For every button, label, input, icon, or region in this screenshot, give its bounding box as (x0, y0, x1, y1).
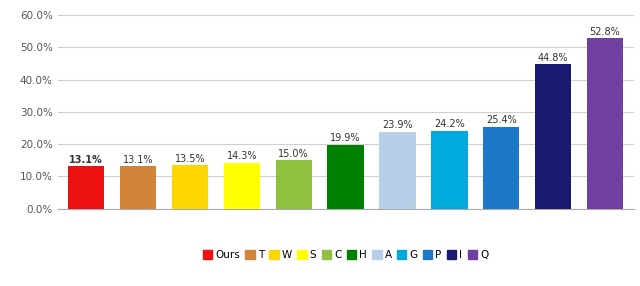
Bar (483, 127, 520, 209)
Bar (276, 160, 312, 209)
Text: 14.3%: 14.3% (227, 151, 257, 161)
Text: 52.8%: 52.8% (589, 27, 620, 37)
Bar (172, 165, 208, 209)
Text: 25.4%: 25.4% (486, 115, 516, 125)
Text: 13.5%: 13.5% (175, 154, 205, 164)
Text: 15.0%: 15.0% (278, 149, 309, 159)
Legend: Ours, T, W, S, C, H, A, G, P, I, Q: Ours, T, W, S, C, H, A, G, P, I, Q (203, 250, 488, 260)
Text: 13.1%: 13.1% (69, 155, 103, 165)
Bar (380, 132, 415, 209)
Bar (431, 131, 468, 209)
Text: 24.2%: 24.2% (434, 119, 465, 129)
Bar (587, 38, 623, 209)
Bar (120, 166, 156, 209)
Text: 23.9%: 23.9% (382, 120, 413, 130)
Bar (68, 166, 104, 209)
Bar (535, 64, 572, 209)
Bar (223, 163, 260, 209)
Text: 19.9%: 19.9% (330, 133, 361, 143)
Bar (328, 144, 364, 209)
Text: 44.8%: 44.8% (538, 53, 568, 63)
Text: 13.1%: 13.1% (123, 155, 154, 165)
